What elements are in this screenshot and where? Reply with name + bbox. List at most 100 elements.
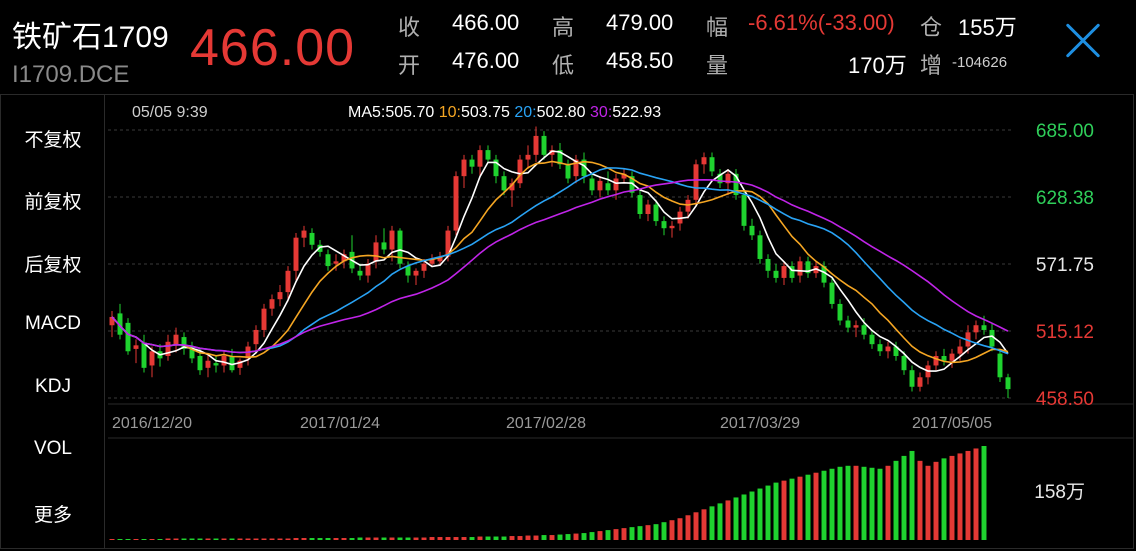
- volume-bar: [469, 537, 475, 540]
- volume-value: 170万: [848, 53, 907, 78]
- price-tick-label: 685.00: [1036, 121, 1094, 142]
- volume-bar: [205, 538, 211, 540]
- candle-body: [277, 292, 283, 300]
- candle-body: [133, 345, 139, 349]
- volume-bar: [389, 537, 395, 540]
- candle-body: [293, 237, 299, 271]
- volume-bar: [557, 534, 563, 540]
- volume-bar: [789, 478, 795, 540]
- candle-body: [973, 325, 979, 333]
- instrument-code: I1709.DCE: [12, 61, 130, 88]
- sidebar-item-backward-adjusted[interactable]: 后复权: [24, 255, 82, 276]
- volume-bar: [965, 450, 971, 540]
- volume-bar: [629, 527, 635, 540]
- candle-body: [141, 342, 147, 368]
- candle-body: [373, 242, 379, 262]
- volume-bar: [365, 537, 371, 540]
- high-value: 479.00: [606, 10, 674, 35]
- ma5-label: MA5:: [348, 104, 386, 121]
- volume-bar: [445, 537, 451, 540]
- candle-body: [621, 173, 627, 179]
- ma20-value: 502.80: [536, 104, 586, 121]
- volume-bar: [157, 539, 163, 540]
- candle-body: [829, 282, 835, 304]
- volume-bar: [589, 532, 595, 540]
- oi-change-label: 增: [920, 53, 943, 78]
- volume-bar: [749, 491, 755, 540]
- ma20-label: 20:: [514, 104, 537, 121]
- candle-body: [333, 261, 339, 264]
- volume-bar: [397, 537, 403, 540]
- volume-bar: [621, 528, 627, 540]
- volume-bar: [149, 539, 155, 540]
- volume-bar: [613, 529, 619, 540]
- candle-body: [653, 204, 659, 222]
- volume-bar: [645, 525, 651, 540]
- candle-body: [725, 173, 731, 184]
- volume-bar: [141, 539, 147, 540]
- oi-change-value: -104626: [952, 54, 1008, 71]
- candle-body: [597, 180, 603, 191]
- candle-body: [605, 183, 611, 191]
- volume-axis-label: 158万: [1034, 482, 1085, 503]
- candle-body: [253, 329, 259, 345]
- sidebar-item-more[interactable]: 更多: [33, 505, 72, 526]
- volume-bar: [229, 538, 235, 540]
- candle-body: [517, 159, 523, 184]
- candle-body: [485, 150, 491, 160]
- volume-bar: [325, 538, 331, 540]
- sidebar-item-unadjusted[interactable]: 不复权: [24, 130, 82, 151]
- volume-bar: [909, 450, 915, 540]
- sidebar-item-macd[interactable]: MACD: [25, 313, 81, 334]
- volume-bar: [949, 455, 955, 540]
- volume-bar: [733, 497, 739, 540]
- low-value: 458.50: [606, 48, 674, 73]
- price-tick-label: 458.50: [1036, 389, 1094, 410]
- volume-bar: [581, 533, 587, 540]
- candle-body: [901, 355, 907, 371]
- volume-bar: [685, 515, 691, 540]
- candle-body: [493, 159, 499, 177]
- candle-body: [421, 263, 427, 271]
- sidebar-item-forward-adjusted[interactable]: 前复权: [24, 192, 82, 213]
- price-tick-label: 571.75: [1036, 255, 1094, 276]
- candle-body: [637, 195, 643, 215]
- candle-body: [989, 329, 995, 347]
- ma30-line: [111, 178, 1009, 354]
- ma30-value: 522.93: [612, 104, 662, 121]
- ma5-line: [111, 150, 1009, 372]
- candle-body: [845, 320, 851, 328]
- volume-bar: [197, 538, 203, 540]
- candle-body: [757, 235, 763, 259]
- candle-body: [285, 270, 291, 293]
- x-tick-label: 2017/01/24: [300, 415, 380, 432]
- volume-bar: [925, 465, 931, 540]
- volume-bar: [165, 538, 171, 540]
- volume-bar: [341, 538, 347, 540]
- volume-bar: [253, 538, 259, 540]
- volume-bar: [797, 476, 803, 540]
- volume-bar: [429, 537, 435, 540]
- candle-body: [437, 256, 443, 262]
- volume-bar: [125, 539, 131, 540]
- volume-bar: [533, 535, 539, 540]
- ma20-line: [111, 167, 1009, 355]
- volume-bar: [573, 533, 579, 540]
- candle-body: [109, 316, 115, 326]
- candle-body: [173, 334, 179, 345]
- candle-body: [445, 230, 451, 257]
- candle-body: [125, 322, 131, 352]
- volume-bar: [357, 537, 363, 540]
- x-tick-label: 2017/05/05: [912, 415, 992, 432]
- volume-bar: [981, 446, 987, 540]
- volume-bar: [261, 538, 267, 540]
- candle-body: [269, 299, 275, 309]
- sidebar-item-vol[interactable]: VOL: [33, 438, 73, 459]
- ma5-value: 505.70: [385, 104, 435, 121]
- crosshair-time: 05/05 9:39: [132, 104, 208, 121]
- price-tick-label: 515.12: [1036, 322, 1094, 343]
- candle-body: [413, 270, 419, 276]
- volume-bar: [701, 509, 707, 540]
- sidebar-item-kdj[interactable]: KDJ: [35, 376, 71, 397]
